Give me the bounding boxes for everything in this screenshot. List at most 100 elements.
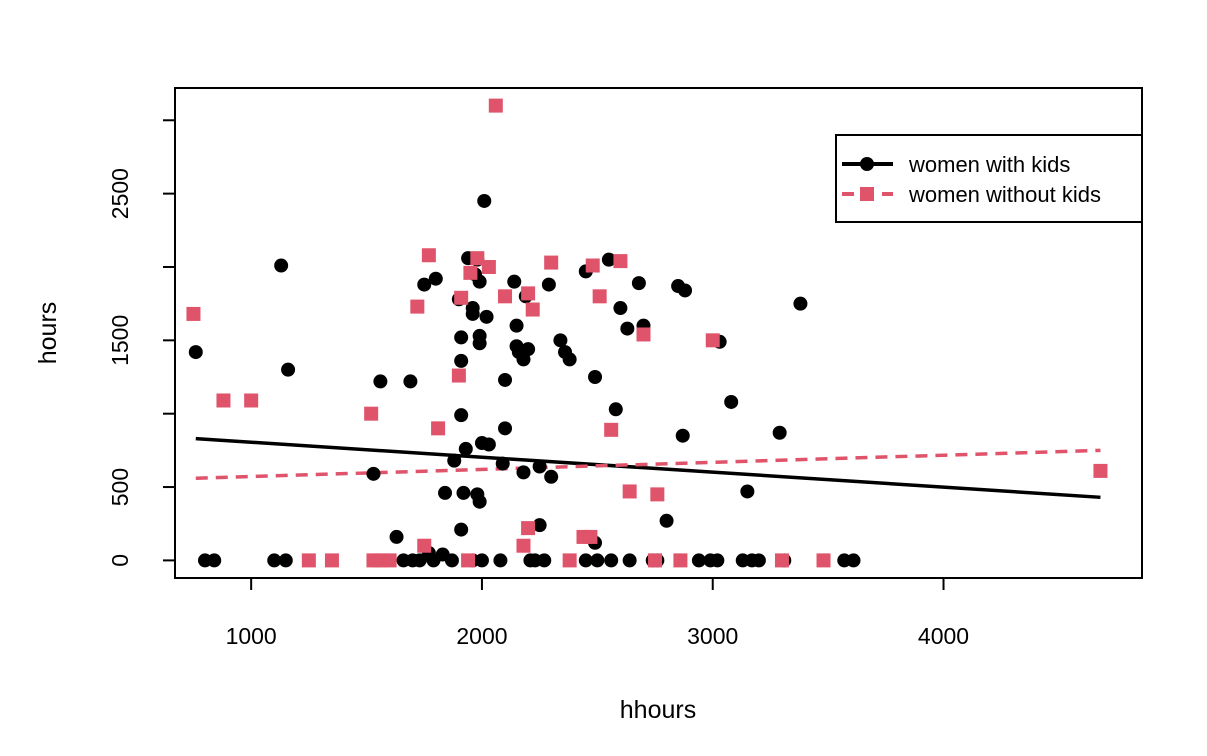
data-point-series-2 — [604, 422, 619, 437]
data-point-series-1 — [562, 352, 577, 367]
data-point-series-1 — [740, 484, 755, 499]
x-tick-label: 3000 — [687, 623, 738, 649]
data-point-series-2 — [705, 333, 720, 348]
data-point-series-1 — [474, 553, 489, 568]
data-point-series-1 — [454, 353, 469, 368]
legend-swatch-marker-series-1 — [860, 157, 874, 171]
data-point-series-1 — [793, 296, 808, 311]
data-point-series-1 — [516, 465, 531, 480]
data-point-series-1 — [403, 374, 418, 389]
data-point-series-2 — [521, 521, 536, 536]
data-point-series-2 — [516, 538, 531, 553]
data-point-series-1 — [601, 252, 616, 267]
x-axis-ticks: 1000 2000 3000 4000 — [226, 578, 969, 649]
data-point-series-2 — [583, 529, 598, 544]
legend-label-series-1: women with kids — [908, 152, 1070, 177]
data-point-series-1 — [532, 459, 547, 474]
data-point-series-2 — [622, 484, 637, 499]
data-point-series-1 — [521, 342, 536, 357]
data-point-series-2 — [417, 538, 432, 553]
data-point-series-1 — [479, 309, 494, 324]
data-point-series-2 — [301, 553, 316, 568]
data-point-series-2 — [585, 258, 600, 273]
y-tick-label: 0 — [107, 554, 133, 567]
data-point-series-2 — [324, 553, 339, 568]
data-point-series-1 — [608, 402, 623, 417]
data-point-series-2 — [244, 393, 259, 408]
data-point-series-1 — [507, 274, 522, 289]
data-point-series-2 — [498, 289, 513, 304]
data-point-series-2 — [382, 553, 397, 568]
data-point-series-2 — [648, 553, 663, 568]
data-point-series-2 — [592, 289, 607, 304]
data-point-series-1 — [678, 283, 693, 298]
data-point-series-1 — [188, 345, 203, 360]
data-point-series-1 — [537, 553, 552, 568]
data-point-series-1 — [207, 553, 222, 568]
legend-label-series-2: women without kids — [908, 182, 1101, 207]
data-point-series-1 — [498, 421, 513, 436]
data-point-series-2 — [673, 553, 688, 568]
data-point-series-1 — [428, 271, 443, 286]
data-point-series-1 — [631, 276, 646, 291]
data-point-series-1 — [389, 529, 404, 544]
data-point-series-1 — [472, 494, 487, 509]
data-point-series-2 — [816, 553, 831, 568]
data-point-series-1 — [373, 374, 388, 389]
data-point-series-1 — [675, 428, 690, 443]
data-point-series-1 — [532, 518, 547, 533]
data-point-series-1 — [465, 306, 480, 321]
data-point-series-1 — [477, 193, 492, 208]
data-point-series-2 — [774, 553, 789, 568]
data-point-series-1 — [366, 466, 381, 481]
data-point-series-1 — [578, 553, 593, 568]
x-tick-label: 4000 — [918, 623, 969, 649]
data-point-series-2 — [463, 265, 478, 280]
data-point-series-1 — [772, 425, 787, 440]
data-point-series-2 — [461, 553, 476, 568]
data-point-series-1 — [620, 321, 635, 336]
data-point-series-1 — [444, 553, 459, 568]
data-point-series-2 — [470, 251, 485, 266]
data-point-series-2 — [186, 306, 201, 321]
data-point-series-1 — [541, 277, 556, 292]
data-point-series-1 — [472, 328, 487, 343]
data-point-series-1 — [278, 553, 293, 568]
x-tick-label: 2000 — [456, 623, 507, 649]
data-point-series-2 — [431, 421, 446, 436]
y-axis-title: hours — [34, 302, 62, 365]
data-point-series-2 — [410, 299, 425, 314]
data-point-series-1 — [659, 513, 674, 528]
data-point-series-2 — [525, 302, 540, 317]
data-point-series-1 — [498, 372, 513, 387]
data-point-series-2 — [421, 248, 436, 263]
data-point-series-1 — [691, 553, 706, 568]
data-point-series-1 — [710, 553, 725, 568]
data-point-series-1 — [454, 330, 469, 345]
fit-line-series-2 — [195, 448, 1101, 480]
data-point-series-1 — [454, 408, 469, 423]
data-point-series-1 — [281, 362, 296, 377]
data-point-series-2 — [481, 259, 496, 274]
data-point-series-2 — [636, 327, 651, 342]
y-tick-label: 2500 — [107, 168, 133, 219]
data-point-series-1 — [588, 370, 603, 385]
data-point-series-2 — [613, 254, 628, 269]
legend: women with kids women without kids — [835, 134, 1143, 223]
data-point-series-2 — [544, 255, 559, 270]
data-point-series-1 — [417, 277, 432, 292]
data-point-series-2 — [454, 290, 469, 305]
y-tick-label: 500 — [107, 468, 133, 506]
data-point-series-1 — [438, 485, 453, 500]
legend-swatch-marker-series-2 — [860, 187, 874, 201]
data-point-series-2 — [451, 368, 466, 383]
data-point-series-2 — [650, 487, 665, 502]
legend-box — [835, 134, 1143, 223]
data-point-series-1 — [724, 394, 739, 409]
data-point-series-2 — [488, 98, 503, 113]
data-point-series-2 — [1093, 463, 1108, 478]
data-point-series-2 — [521, 286, 536, 301]
data-point-series-1 — [493, 553, 508, 568]
data-point-series-1 — [622, 553, 637, 568]
